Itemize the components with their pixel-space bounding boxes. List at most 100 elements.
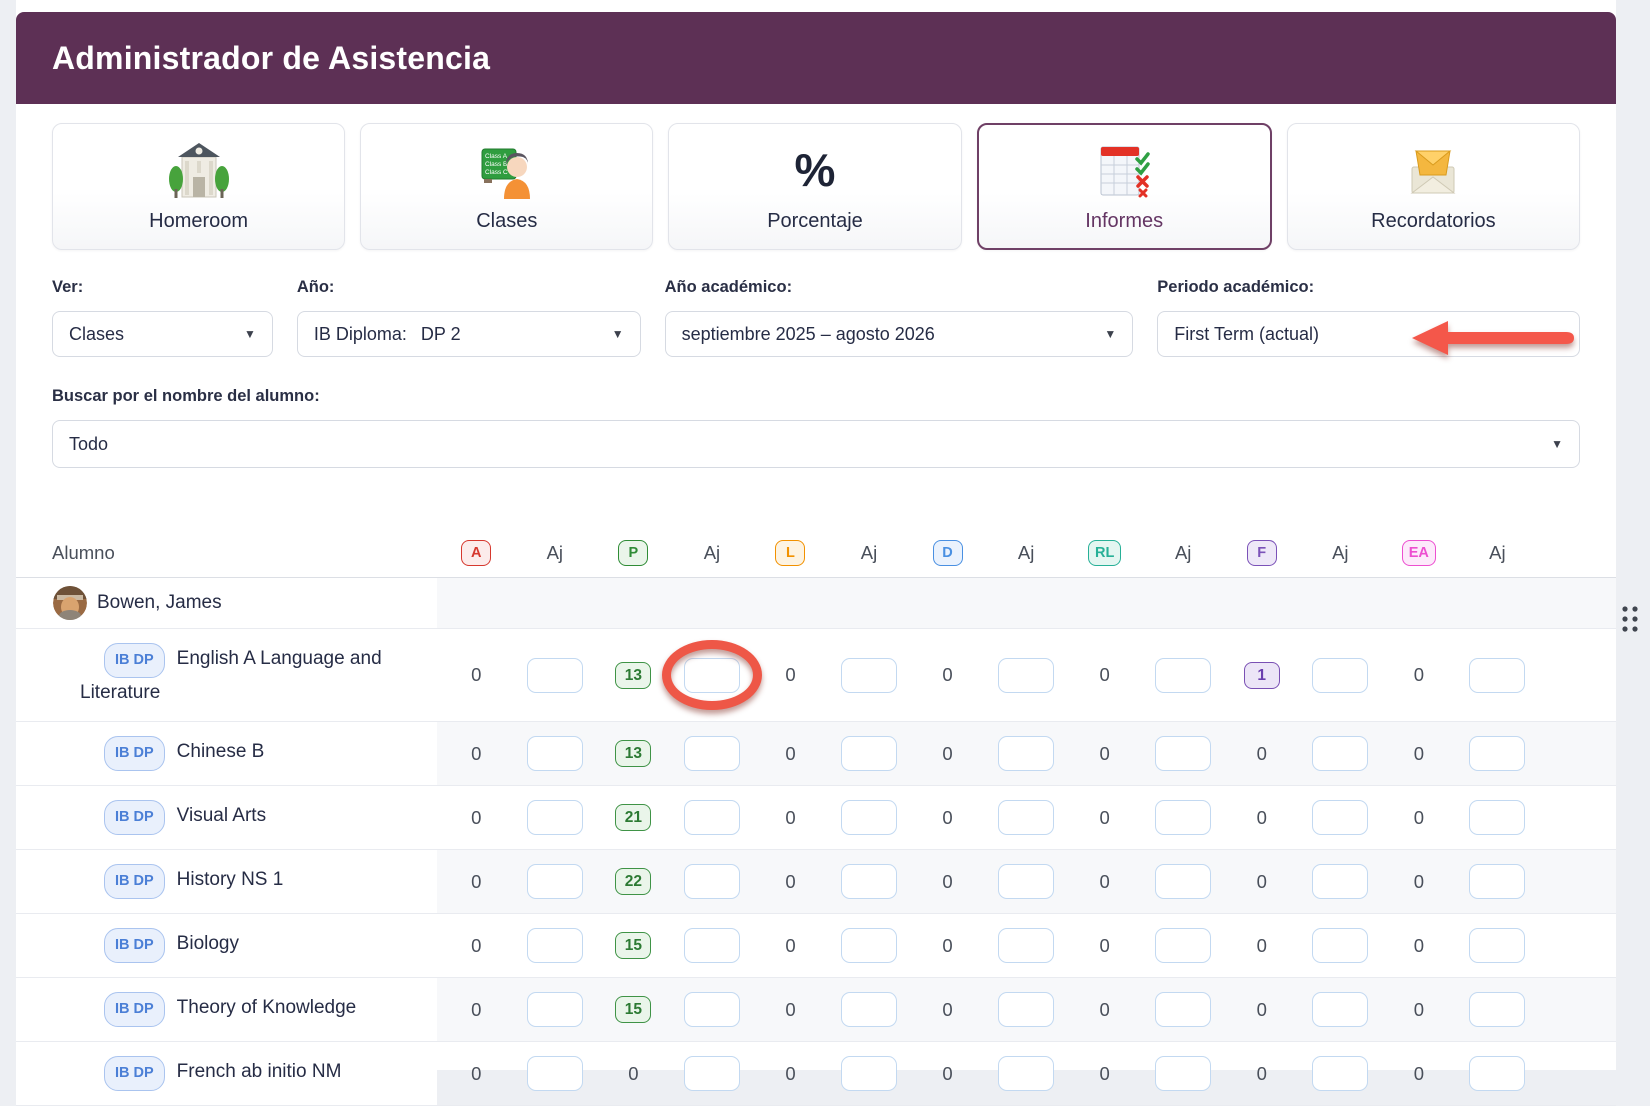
adjust-input-A[interactable] [526, 657, 583, 693]
count-A: 0 [471, 934, 482, 956]
column-header-adjust: Aj [860, 541, 878, 563]
tab-clases[interactable]: Class A Class B Class C Clases [360, 123, 654, 250]
count-A: 0 [471, 664, 482, 685]
adjust-input-EA[interactable] [1469, 1056, 1526, 1091]
count-F: 0 [1256, 806, 1267, 828]
count-D: 0 [942, 870, 953, 892]
column-header-F: F [1222, 539, 1301, 566]
adjust-input-L[interactable] [841, 1056, 897, 1091]
adjust-input-D[interactable] [998, 657, 1055, 693]
program-badge: IB DP [104, 643, 165, 678]
adjust-input-L[interactable] [841, 800, 897, 835]
program-badge: IB DP [104, 992, 165, 1027]
count-badge-P: 13 [615, 661, 652, 689]
filter-group: Año: IB Diploma: DP 2 ▼ [296, 278, 641, 357]
adjust-input-P[interactable] [683, 736, 740, 771]
tab-homeroom[interactable]: Homeroom [52, 123, 346, 250]
filter-bar: Ver: Clases ▼ Año: IB Diploma: DP 2 ▼ Año… [52, 278, 1580, 357]
filter-select-3[interactable]: First Term (actual) [1157, 311, 1580, 357]
adjust-input-L[interactable] [841, 736, 897, 771]
adjust-input-D[interactable] [998, 800, 1055, 835]
adjust-input-L[interactable] [841, 928, 897, 963]
count-EA: 0 [1413, 870, 1424, 892]
adjust-input-D[interactable] [998, 736, 1055, 771]
adjust-input-RL[interactable] [1155, 992, 1212, 1027]
adjust-input-RL[interactable] [1155, 928, 1212, 963]
column-header-adjust: Aj [1489, 541, 1506, 563]
adjust-input-P[interactable] [683, 800, 740, 835]
adjust-input-P[interactable] [683, 1056, 740, 1091]
chevron-down-icon: ▼ [243, 327, 256, 341]
course-cell: IB DP Biology [16, 914, 259, 977]
adjust-input-EA[interactable] [1469, 657, 1526, 693]
student-cell: Bowen, James [16, 578, 437, 628]
course-row: IB DP History NS 1 0 22 0 0 [16, 850, 1616, 914]
adjust-input-RL[interactable] [1155, 736, 1212, 771]
adjust-input-F[interactable] [1312, 657, 1369, 693]
adjust-input-D[interactable] [998, 928, 1055, 963]
adjust-input-RL[interactable] [1155, 800, 1212, 835]
adjust-input-L[interactable] [841, 992, 897, 1027]
category-badge-F: F [1246, 539, 1277, 566]
adjust-input-D[interactable] [998, 992, 1055, 1027]
adjust-input-EA[interactable] [1469, 800, 1526, 835]
adjust-input-A[interactable] [526, 992, 583, 1027]
adjust-input-P[interactable] [683, 992, 740, 1027]
course-cell: IB DP French ab initio NM [16, 1042, 361, 1105]
count-RL: 0 [1099, 870, 1110, 892]
adjust-input-D[interactable] [998, 864, 1055, 899]
filter-select-0[interactable]: Clases ▼ [52, 311, 273, 357]
category-badge-D: D [932, 539, 963, 566]
chevron-down-icon: ▼ [611, 327, 624, 341]
filter-select-2[interactable]: septiembre 2025 – agosto 2026 ▼ [664, 311, 1134, 357]
filter-select-1[interactable]: IB Diploma: DP 2 ▼ [296, 311, 641, 357]
adjust-input-RL[interactable] [1155, 864, 1212, 899]
adjust-input-F[interactable] [1312, 928, 1369, 963]
course-cell: IB DP Visual Arts [16, 786, 286, 849]
column-header-adjust: Aj [1174, 541, 1192, 563]
adjust-input-F[interactable] [1312, 800, 1369, 835]
adjust-input-P[interactable] [683, 928, 740, 963]
filter-label: Periodo académico: [1157, 278, 1315, 296]
drag-handle-icon[interactable] [1621, 605, 1639, 633]
adjust-input-A[interactable] [526, 928, 583, 963]
adjust-input-F[interactable] [1312, 1056, 1369, 1091]
tab-recordatorios[interactable]: Recordatorios [1286, 123, 1581, 250]
adjust-input-EA[interactable] [1469, 992, 1526, 1027]
adjust-input-L[interactable] [841, 657, 897, 693]
student-search-select[interactable]: Todo ▼ [52, 420, 1580, 468]
app-header: Administrador de Asistencia [16, 12, 1616, 104]
tab-label: Homeroom [149, 209, 249, 232]
adjust-input-RL[interactable] [1155, 657, 1212, 693]
report-checklist-icon [1093, 141, 1155, 199]
count-badge-P: 13 [615, 740, 652, 767]
adjust-input-A[interactable] [526, 864, 583, 899]
filter-value: septiembre 2025 – agosto 2026 [681, 323, 935, 344]
count-badge-P: 15 [615, 996, 652, 1023]
student-search-label: Buscar por el nombre del alumno: [52, 387, 320, 405]
count-L: 0 [785, 1062, 796, 1084]
filter-value: DP 2 [420, 323, 461, 344]
teacher-board-icon: Class A Class B Class C [476, 141, 538, 199]
student-row[interactable]: Bowen, James [16, 578, 1616, 629]
adjust-input-A[interactable] [526, 736, 583, 771]
adjust-input-P[interactable] [683, 657, 740, 693]
adjust-input-EA[interactable] [1469, 864, 1526, 899]
adjust-input-EA[interactable] [1469, 736, 1526, 771]
adjust-input-F[interactable] [1312, 864, 1369, 899]
tab-label: Informes [1085, 209, 1164, 232]
adjust-input-EA[interactable] [1469, 928, 1526, 963]
adjust-input-A[interactable] [526, 800, 583, 835]
course-row: IB DP Biology 0 15 0 0 [16, 914, 1616, 978]
adjust-input-F[interactable] [1312, 736, 1369, 771]
column-header-alumno: Alumno [16, 528, 437, 577]
adjust-input-L[interactable] [841, 864, 897, 899]
tab-informes[interactable]: Informes [976, 123, 1272, 250]
adjust-input-A[interactable] [526, 1056, 583, 1091]
adjust-input-D[interactable] [998, 1056, 1055, 1091]
adjust-input-F[interactable] [1312, 992, 1369, 1027]
tab-porcentaje[interactable]: % Porcentaje [668, 123, 962, 250]
adjust-input-P[interactable] [683, 864, 740, 899]
adjust-input-RL[interactable] [1155, 1056, 1212, 1091]
count-EA: 0 [1413, 998, 1424, 1020]
